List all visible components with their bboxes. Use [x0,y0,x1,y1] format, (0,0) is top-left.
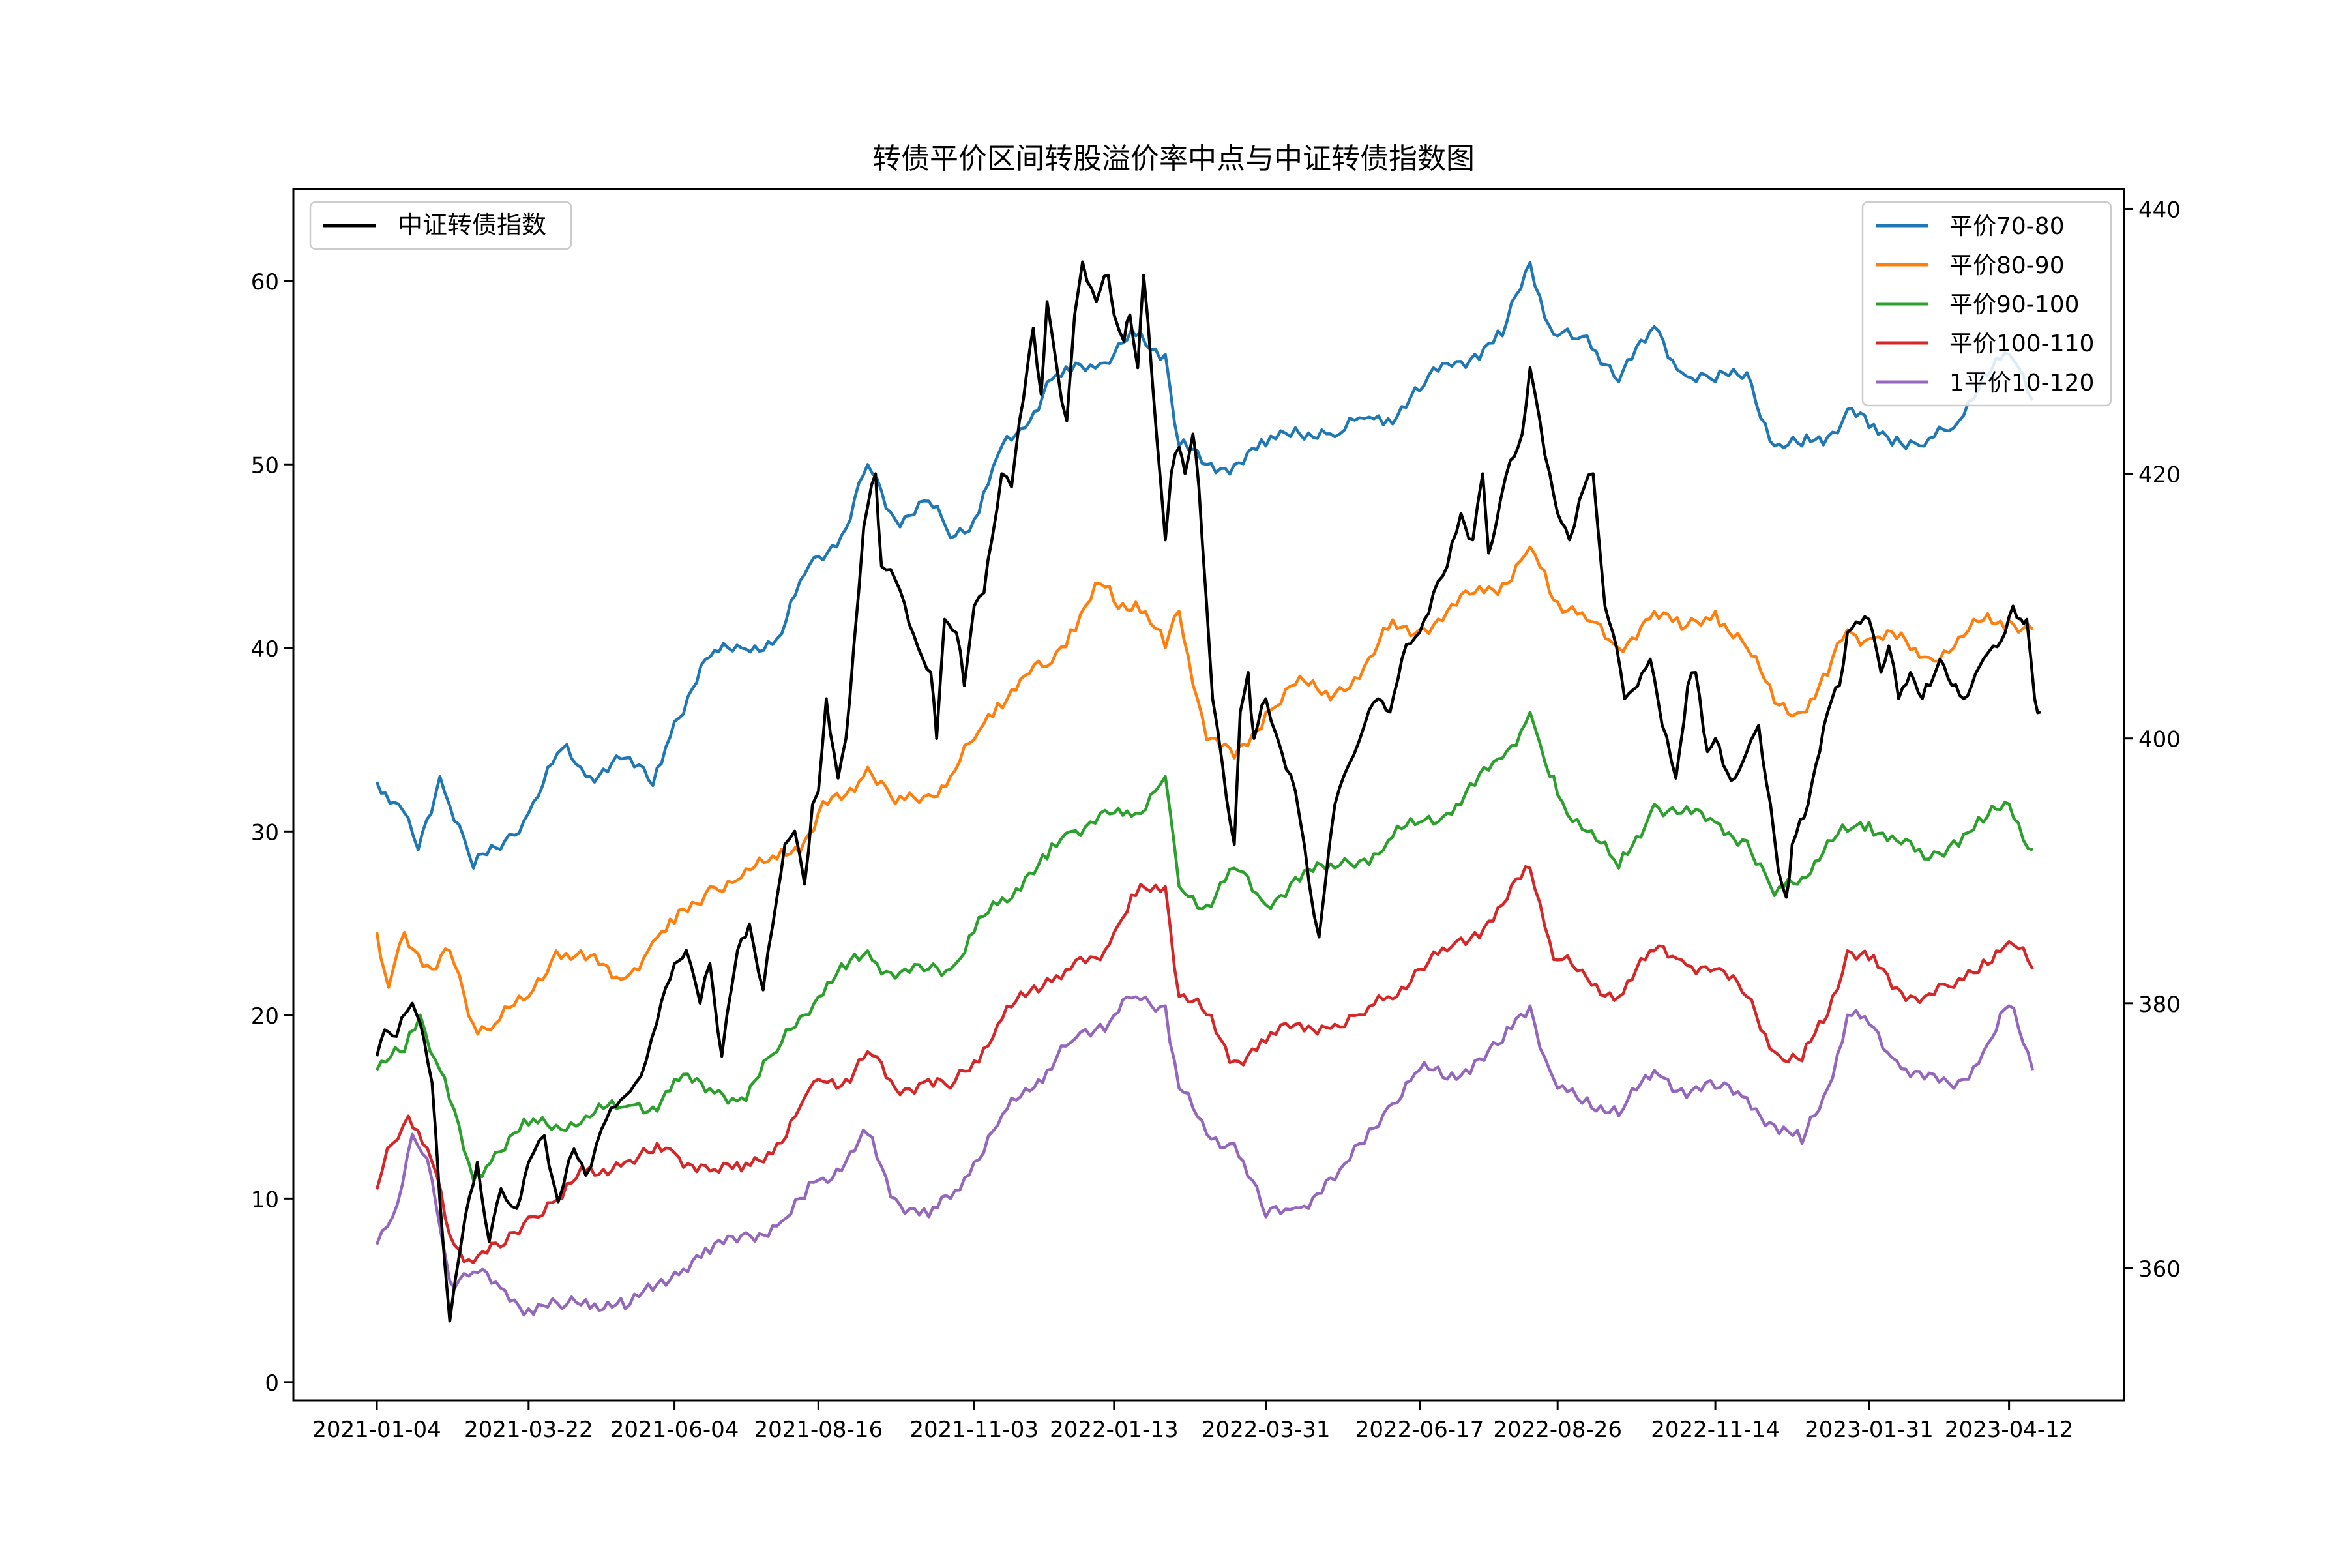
plot-frame [292,188,2125,1402]
right-tick-label: 440 [2138,197,2181,223]
left-tick-label: 50 [251,452,279,479]
chart-title: 转债平价区间转股溢价率中点与中证转债指数图 [872,142,1475,175]
x-tick-label: 2021-06-04 [610,1417,739,1443]
x-tick-label: 2021-03-22 [464,1417,593,1443]
legend-label: 平价100-110 [1949,331,2094,357]
series-line-2 [375,545,2034,1036]
axes-layer: 0 10 20 30 40 50 60 360 380 400 420 440 2021-01-04 20… [251,188,2181,1443]
series-line-5 [375,995,2035,1317]
series-line-4 [375,865,2034,1265]
series-line-1 [375,261,2034,870]
left-tick-label: 30 [251,820,279,846]
legend-label: 平价80-90 [1949,252,2065,279]
left-tick-label: 0 [265,1370,279,1397]
legend-box [1861,201,2112,407]
x-tick-label: 2022-08-26 [1493,1417,1622,1443]
left-tick-label: 20 [251,1003,279,1029]
x-tick-label: 2022-01-13 [1050,1417,1179,1443]
x-tick-label: 2023-04-12 [1945,1417,2074,1443]
legend-label: 平价90-100 [1949,291,2080,318]
x-tick-label: 2022-06-17 [1355,1417,1484,1443]
x-tick-label: 2021-01-04 [312,1417,441,1443]
series-line-3 [375,711,2033,1182]
series-layer [375,260,2041,1323]
legend-box [309,201,572,250]
left-tick-label: 60 [251,269,279,295]
x-tick-label: 2023-01-31 [1805,1417,1934,1443]
legend-label: 中证转债指数 [398,211,546,239]
left-tick-label: 40 [251,636,279,662]
legend-parity: 平价70-80 平价80-90 平价90-100 平价100-110 1平价10-120 [1861,201,2112,407]
legend-label: 1平价10-120 [1949,370,2094,396]
right-tick-label: 420 [2138,462,2181,488]
left-tick-label: 10 [251,1187,279,1213]
legend-label: 平价70-80 [1949,213,2065,240]
right-tick-label: 400 [2138,727,2181,753]
legend-index: 中证转债指数 [309,201,572,250]
x-tick-label: 2021-11-03 [909,1417,1039,1443]
right-tick-label: 380 [2138,992,2181,1018]
right-tick-label: 360 [2138,1256,2181,1282]
x-tick-label: 2022-11-14 [1651,1417,1780,1443]
series-line-6 [375,260,2041,1323]
x-tick-label: 2022-03-31 [1202,1417,1331,1443]
x-tick-label: 2021-08-16 [754,1417,883,1443]
